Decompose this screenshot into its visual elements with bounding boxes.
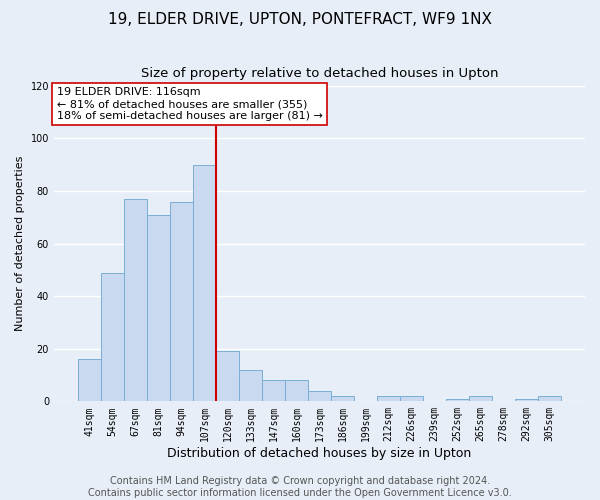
- Bar: [124, 199, 147, 402]
- Bar: [239, 370, 262, 402]
- Text: 19, ELDER DRIVE, UPTON, PONTEFRACT, WF9 1NX: 19, ELDER DRIVE, UPTON, PONTEFRACT, WF9 …: [108, 12, 492, 28]
- Text: 19 ELDER DRIVE: 116sqm
← 81% of detached houses are smaller (355)
18% of semi-de: 19 ELDER DRIVE: 116sqm ← 81% of detached…: [56, 88, 322, 120]
- Bar: [538, 396, 561, 402]
- Title: Size of property relative to detached houses in Upton: Size of property relative to detached ho…: [141, 68, 498, 80]
- Bar: [308, 391, 331, 402]
- Bar: [170, 202, 193, 402]
- X-axis label: Distribution of detached houses by size in Upton: Distribution of detached houses by size …: [167, 447, 472, 460]
- Bar: [101, 272, 124, 402]
- Bar: [331, 396, 354, 402]
- Bar: [147, 214, 170, 402]
- Bar: [193, 164, 216, 402]
- Bar: [377, 396, 400, 402]
- Bar: [78, 360, 101, 402]
- Y-axis label: Number of detached properties: Number of detached properties: [15, 156, 25, 332]
- Bar: [216, 352, 239, 402]
- Bar: [262, 380, 285, 402]
- Bar: [469, 396, 492, 402]
- Bar: [400, 396, 423, 402]
- Text: Contains HM Land Registry data © Crown copyright and database right 2024.
Contai: Contains HM Land Registry data © Crown c…: [88, 476, 512, 498]
- Bar: [285, 380, 308, 402]
- Bar: [446, 398, 469, 402]
- Bar: [515, 398, 538, 402]
